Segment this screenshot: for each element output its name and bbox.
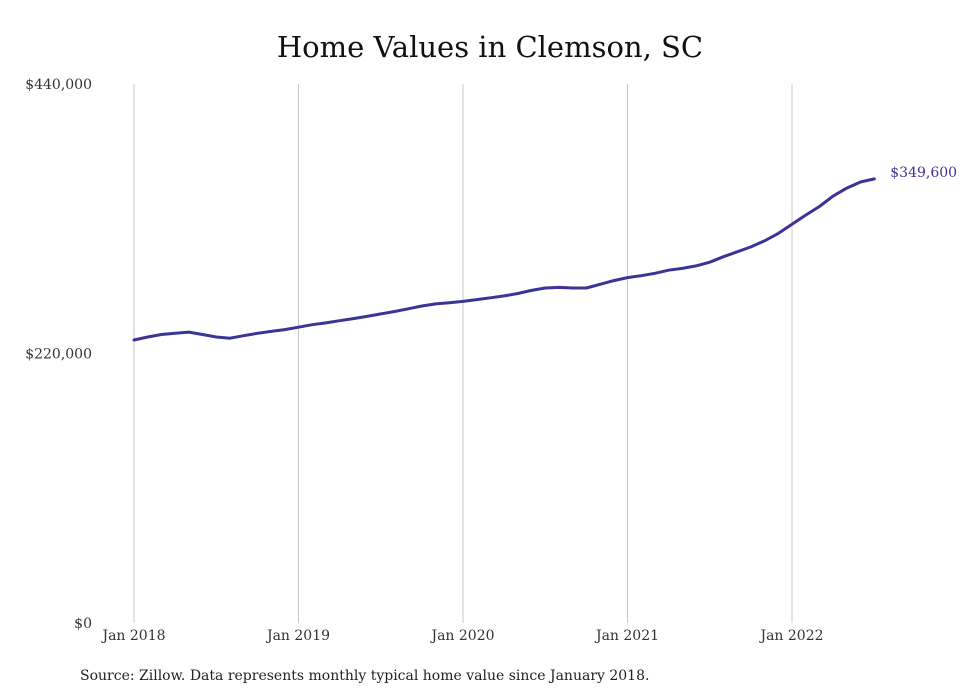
y-tick-label: $220,000 <box>25 347 92 363</box>
gridlines <box>133 84 793 623</box>
x-tick-label: Jan 2021 <box>594 628 659 644</box>
end-value-label: $349,600 <box>890 165 957 181</box>
y-tick-label: $0 <box>74 616 92 632</box>
x-tick-label: Jan 2020 <box>429 628 494 644</box>
series-line <box>132 177 876 342</box>
x-tick-label: Jan 2022 <box>758 628 823 644</box>
y-axis-ticks: $0 $220,000 $440,000 <box>25 77 92 632</box>
source-note: Source: Zillow. Data represents monthly … <box>80 668 650 684</box>
y-tick-label: $440,000 <box>25 77 92 93</box>
x-tick-label: Jan 2018 <box>100 628 165 644</box>
x-axis-ticks: Jan 2018 Jan 2019 Jan 2020 Jan 2021 Jan 2022 <box>100 628 823 644</box>
chart-title: Home Values in Clemson, SC <box>276 30 704 64</box>
x-tick-label: Jan 2019 <box>265 628 330 644</box>
